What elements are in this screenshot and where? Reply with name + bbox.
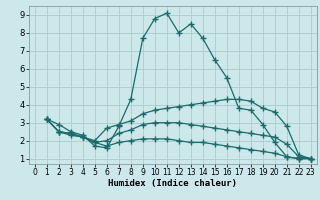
X-axis label: Humidex (Indice chaleur): Humidex (Indice chaleur) [108,179,237,188]
